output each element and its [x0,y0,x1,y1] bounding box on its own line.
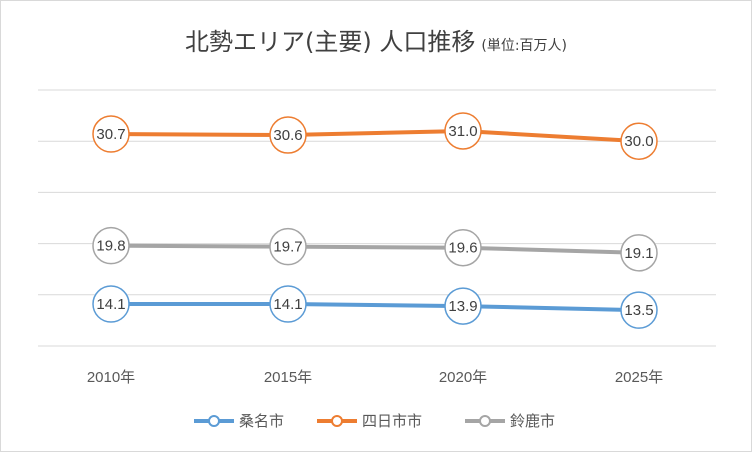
data-label: 19.1 [624,245,653,262]
data-point [269,227,307,266]
data-label: 30.6 [273,127,302,144]
data-label: 19.8 [96,238,125,255]
data-label: 13.5 [624,302,653,319]
data-point [269,116,307,154]
legend-label: 桑名市 [239,412,284,430]
chart-title: 北勢エリア(主要) 人口推移 [185,28,476,56]
gridlines [38,89,716,347]
x-tick-label: 2025年 [615,369,663,386]
data-label: 14.1 [96,296,125,313]
x-tick-label: 2015年 [264,369,312,386]
legend-label: 鈴鹿市 [510,412,555,430]
legend-marker [331,415,343,427]
data-point [92,285,130,323]
series-line [110,128,640,144]
data-point [620,122,658,160]
legend: 桑名市 四日市市 鈴鹿市 [194,412,555,430]
legend-label: 四日市市 [362,412,422,430]
data-point [444,112,482,150]
series-line [111,302,640,313]
chart-subtitle: (単位:百万人) [481,38,567,54]
x-tick-label: 2010年 [87,369,135,386]
series-lines [110,128,640,313]
data-label: 19.7 [273,239,302,256]
data-label: 14.1 [273,296,302,313]
x-axis-ticks: 2010年 2015年 2020年 2025年 [87,369,663,386]
x-tick-label: 2020年 [439,369,487,386]
data-point [92,226,130,265]
series-points: 14.1 14.1 13.9 13.5 30.7 30.6 31.0 30.0 19.8 19.7… [92,112,658,329]
data-point [269,285,307,323]
data-label: 30.7 [96,126,125,143]
data-point [444,287,482,325]
data-point [92,115,130,153]
data-point [444,228,482,267]
data-label: 30.0 [624,133,653,150]
data-label: 19.6 [448,240,477,257]
data-label: 13.9 [448,298,477,315]
legend-marker [208,415,220,427]
series-line [110,243,640,255]
data-point [620,234,658,272]
chart-title-block: 北勢エリア(主要) 人口推移 (単位:百万人) [0,22,752,57]
legend-marker [479,415,491,427]
data-point [620,291,658,329]
data-label: 31.0 [448,123,477,140]
